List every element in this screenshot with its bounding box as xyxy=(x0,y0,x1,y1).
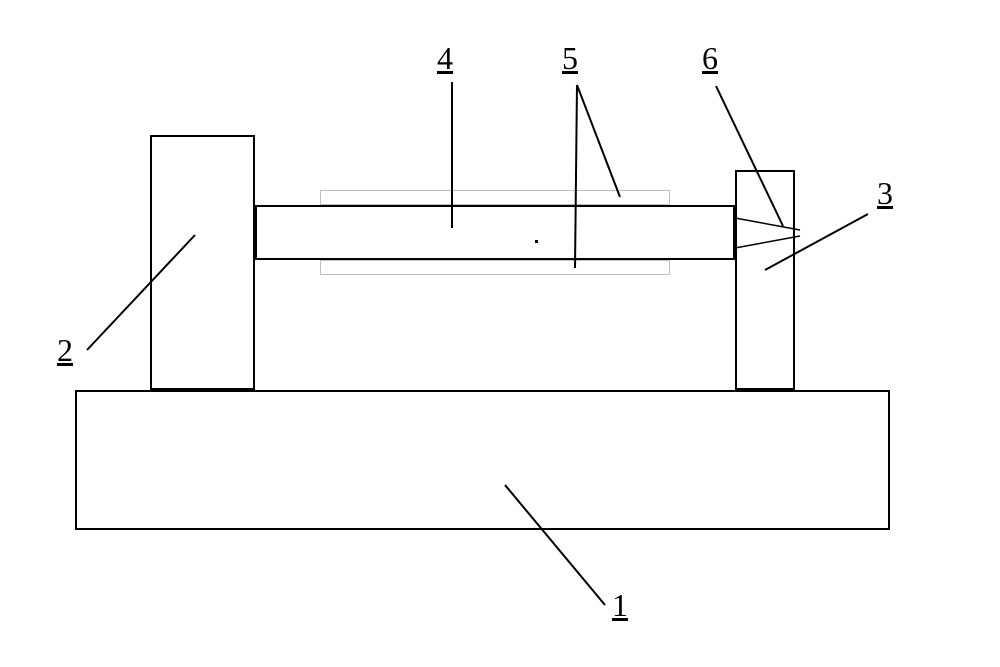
leader-line-6 xyxy=(0,0,1000,667)
label-3: 3 xyxy=(865,173,905,213)
label-3-text: 3 xyxy=(877,175,893,212)
label-4-text: 4 xyxy=(437,40,453,77)
label-6: 6 xyxy=(690,38,730,78)
label-5-text: 5 xyxy=(562,40,578,77)
label-6-text: 6 xyxy=(702,40,718,77)
label-4: 4 xyxy=(425,38,465,78)
diagram-container: 1 2 3 4 5 6 xyxy=(0,0,1000,667)
label-5: 5 xyxy=(550,38,590,78)
label-1-text: 1 xyxy=(612,587,628,624)
label-2-text: 2 xyxy=(57,332,73,369)
label-1: 1 xyxy=(600,585,640,625)
label-2: 2 xyxy=(45,330,85,370)
